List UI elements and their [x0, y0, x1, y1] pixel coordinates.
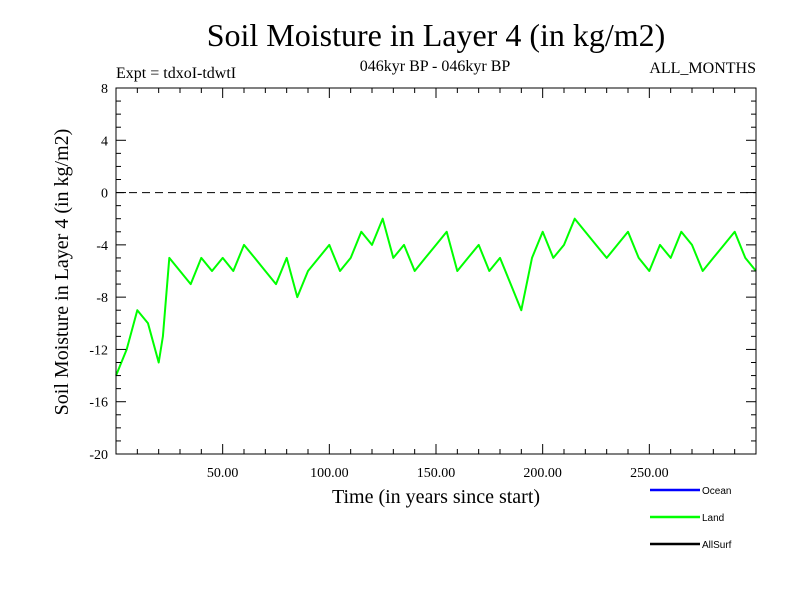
chart-subtitle-right: ALL_MONTHS: [649, 60, 756, 77]
y-tick-label: -12: [89, 343, 108, 358]
legend-label-allsurf: AllSurf: [702, 540, 732, 551]
y-tick-label: 4: [101, 134, 108, 149]
plot-area: 8 4 0 -4 -8 -12 -16 -20 50.00 100.00 150.00 200.00 2…: [89, 82, 757, 481]
x-tick-label: 50.00: [207, 466, 239, 481]
legend-label-ocean: Ocean: [702, 486, 731, 497]
x-tick-label: 100.00: [310, 466, 349, 481]
y-tick-label: -20: [89, 448, 108, 463]
y-tick-label: -4: [96, 239, 108, 254]
y-axis-label: Soil Moisture in Layer 4 (in kg/m2): [51, 129, 73, 416]
x-tick-label: 200.00: [523, 466, 562, 481]
y-tick-label: -16: [89, 396, 108, 411]
legend: Ocean Land AllSurf: [650, 486, 732, 551]
legend-label-land: Land: [702, 513, 724, 524]
series-line-land: [115, 217, 757, 376]
plot-frame: [115, 87, 757, 455]
chart-title: Soil Moisture in Layer 4 (in kg/m2): [207, 17, 666, 53]
chart-subtitle-center: 046kyr BP - 046kyr BP: [360, 58, 511, 75]
y-tick-label: 0: [101, 187, 108, 202]
chart-subtitle-left: Expt = tdxoI-tdwtI: [116, 65, 236, 82]
x-axis-label: Time (in years since start): [332, 486, 540, 508]
y-tick-label: 8: [101, 82, 108, 97]
y-tick-label: -8: [96, 291, 108, 306]
x-tick-label: 150.00: [417, 466, 456, 481]
x-tick-label: 250.00: [630, 466, 669, 481]
